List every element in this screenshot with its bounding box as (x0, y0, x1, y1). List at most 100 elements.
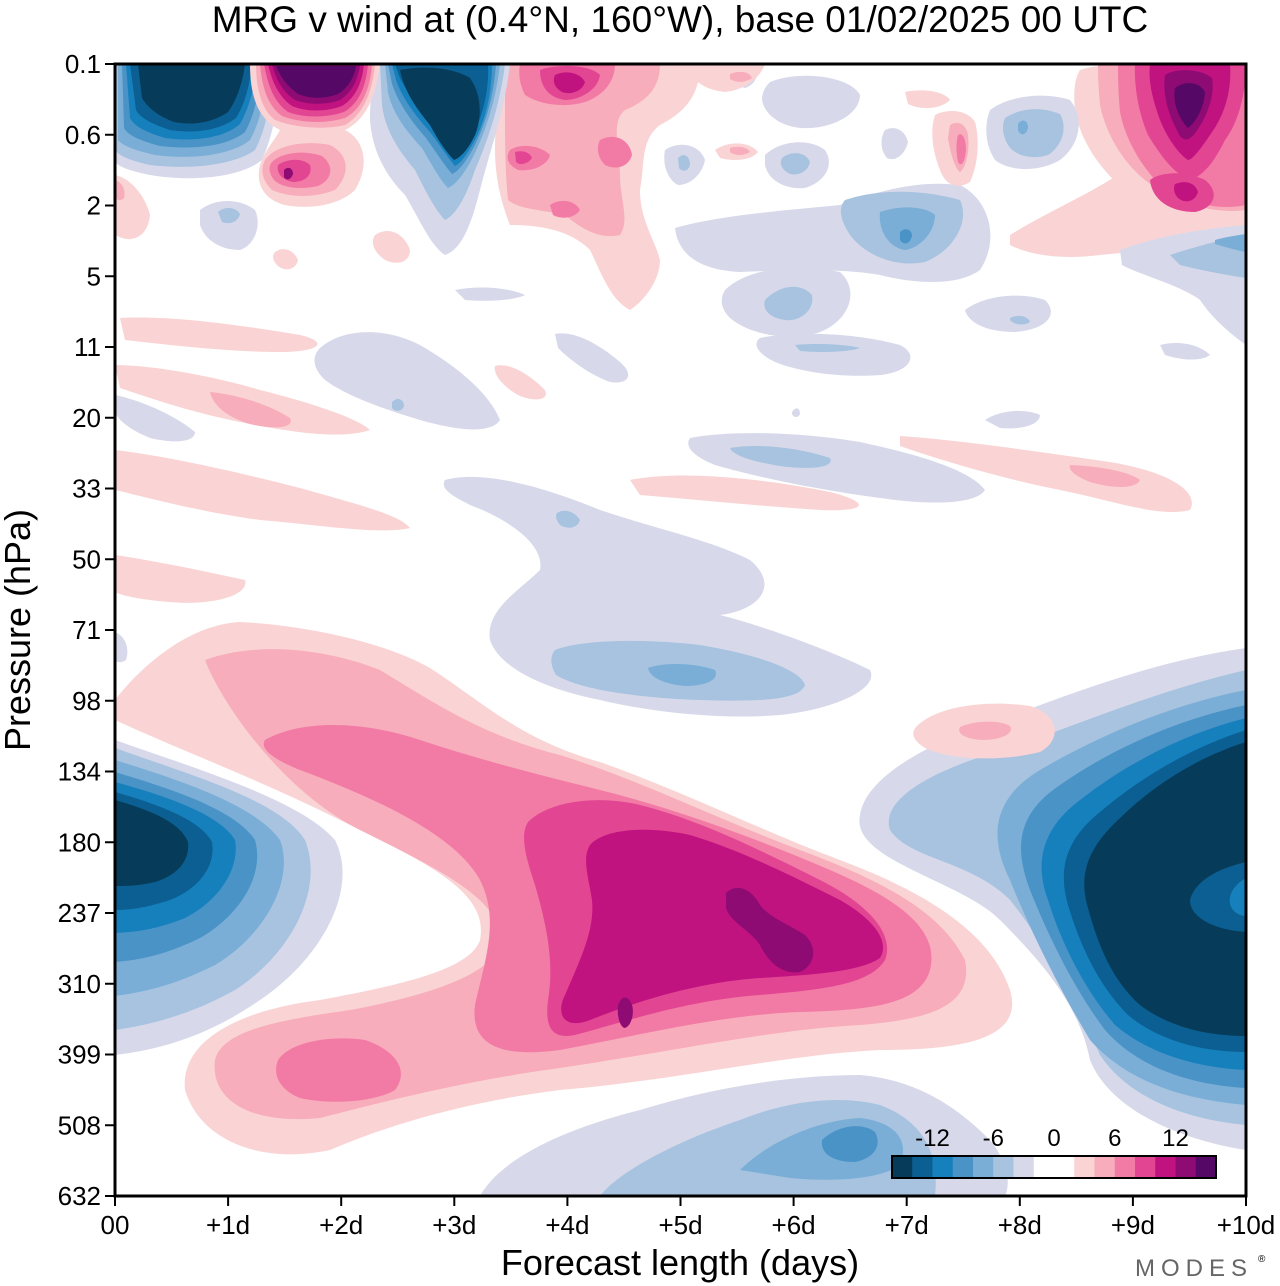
contour-field (115, 64, 1246, 1196)
colorbar-swatch (932, 1156, 954, 1178)
contour-fill (900, 229, 912, 244)
y-tick-label: 508 (58, 1110, 101, 1140)
contour-fill (965, 295, 1051, 332)
contour-fill (762, 75, 860, 129)
contour-fill (494, 365, 546, 400)
x-axis: 00 +1d +2d +3d +4d +5d +6d +7d +8d +9d +10d (101, 1196, 1276, 1240)
contour-fill (505, 64, 660, 237)
x-tick-label: 00 (101, 1210, 130, 1240)
y-tick-label: 50 (72, 544, 101, 574)
contour-fill (597, 136, 632, 168)
contour-fill (115, 800, 189, 886)
contour-fill (455, 287, 525, 301)
contour-fill (956, 134, 966, 165)
y-tick-label: 134 (58, 757, 101, 787)
contour-fill (1003, 109, 1064, 158)
contour-fill (1160, 343, 1210, 360)
contour-fill (1229, 878, 1246, 916)
colorbar-swatch (892, 1156, 913, 1178)
contour-fill (276, 1038, 401, 1102)
contour-fill (1069, 465, 1140, 487)
x-tick-label: +6d (772, 1210, 816, 1240)
x-tick-label: +4d (545, 1210, 589, 1240)
contour-fill (959, 721, 1011, 740)
contour-fill (617, 997, 633, 1028)
y-axis-label: Pressure (hPa) (0, 509, 38, 751)
colorbar-tick-label: 6 (1108, 1125, 1121, 1152)
y-tick-label: 0.6 (65, 120, 101, 150)
colorbar-frame (891, 1155, 1217, 1179)
y-tick-label: 632 (58, 1181, 101, 1211)
contour-fill (764, 286, 813, 321)
x-tick-label: +9d (1111, 1210, 1155, 1240)
y-tick-label: 180 (58, 827, 101, 857)
contour-fill (905, 90, 950, 109)
contour-fill (561, 829, 884, 1024)
y-tick-label: 71 (72, 615, 101, 645)
y-tick-label: 5 (87, 261, 101, 291)
contour-fill (900, 436, 1192, 512)
colorbar: -12 -6 0 6 12 (891, 1125, 1217, 1179)
contour-fill (881, 128, 908, 160)
contour-fill (780, 153, 810, 175)
contour-fill (276, 66, 356, 98)
contour-fill (879, 207, 935, 250)
x-tick-label: +1d (206, 1210, 250, 1240)
x-tick-label: +8d (998, 1210, 1042, 1240)
contour-fill (550, 200, 580, 218)
contour-fill (792, 408, 800, 417)
colorbar-swatch (1175, 1156, 1197, 1178)
contour-fill (985, 410, 1040, 429)
contour-fill (730, 71, 752, 82)
x-tick-label: +2d (319, 1210, 363, 1240)
x-tick-label: +3d (432, 1210, 476, 1240)
contour-fill (115, 180, 125, 201)
contour-fill (1018, 120, 1028, 135)
contour-fill (314, 332, 500, 430)
contour-fill (553, 72, 585, 94)
colorbar-swatch (973, 1156, 994, 1178)
contour-fill (210, 392, 291, 428)
x-tick-label: +7d (885, 1210, 929, 1240)
contour-fill (284, 167, 293, 180)
colorbar-swatch (952, 1156, 974, 1178)
contour-fill (115, 395, 195, 442)
contour-fill (730, 446, 831, 468)
modes-logo: MODES (1135, 1255, 1253, 1282)
registered-mark: ® (1258, 1254, 1266, 1265)
contour-fill (392, 399, 404, 411)
contour-fill (756, 333, 911, 376)
contour-fill (515, 151, 532, 165)
colorbar-swatch (1155, 1156, 1176, 1178)
colorbar-tick-label: 0 (1047, 1125, 1060, 1152)
contour-fill (1084, 742, 1246, 1036)
contour-fill (685, 64, 765, 92)
contour-fill (726, 887, 814, 973)
colorbar-tick-label: -12 (915, 1125, 950, 1152)
y-tick-label: 310 (58, 969, 101, 999)
contour-fill (1174, 83, 1205, 128)
y-tick-label: 98 (72, 686, 101, 716)
contour-fill (115, 450, 410, 531)
contour-fill (400, 67, 480, 160)
chart-title: MRG v wind at (0.4°N, 160°W), base 01/02… (212, 0, 1149, 40)
x-axis-label: Forecast length (days) (501, 1242, 859, 1283)
contour-fill (648, 664, 716, 686)
contour-fill (821, 1126, 878, 1162)
colorbar-swatch (1195, 1156, 1217, 1178)
x-tick-label: +10d (1217, 1210, 1276, 1240)
y-tick-label: 237 (58, 898, 101, 928)
colorbar-swatch (912, 1156, 933, 1178)
contour-fill (372, 230, 410, 263)
y-tick-label: 11 (74, 332, 101, 362)
contour-fill (218, 208, 240, 224)
contour-fill (678, 155, 690, 171)
y-tick-label: 33 (72, 474, 101, 504)
colorbar-swatch (1013, 1156, 1035, 1178)
colorbar-swatch (1033, 1156, 1055, 1178)
y-tick-label: 0.1 (65, 49, 101, 79)
contour-fill (795, 344, 860, 352)
contour-fill (115, 555, 246, 603)
y-axis: 0.1 0.6 2 5 11 20 33 50 71 98 134 180 237 310 399 508 63… (58, 49, 115, 1211)
